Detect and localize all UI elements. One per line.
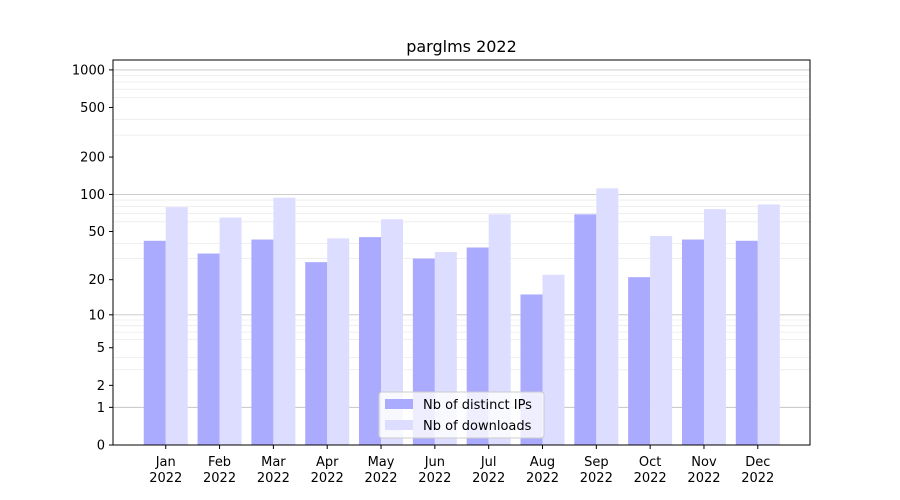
bar-downloads xyxy=(381,219,404,445)
legend: Nb of distinct IPs Nb of downloads xyxy=(378,391,545,439)
x-axis: Jan2022Feb2022Mar2022Apr2022May2022Jun20… xyxy=(149,445,774,486)
y-tick-label: 20 xyxy=(88,273,105,288)
x-tick-label-year: 2022 xyxy=(472,471,505,486)
bar-distinct-ips xyxy=(197,253,220,445)
y-tick-label: 2 xyxy=(97,379,105,394)
bar-downloads xyxy=(165,207,188,445)
y-tick-label: 1 xyxy=(97,401,105,416)
legend-box xyxy=(378,391,545,439)
bar-distinct-ips xyxy=(305,262,328,445)
x-tick-label-year: 2022 xyxy=(364,471,397,486)
x-tick-label-month: Dec xyxy=(745,455,770,470)
legend-swatch xyxy=(385,399,413,409)
bar-downloads xyxy=(757,204,780,445)
y-tick-label: 10 xyxy=(88,308,105,323)
x-tick-label-year: 2022 xyxy=(634,471,667,486)
bar-downloads xyxy=(273,197,296,445)
x-tick-label-month: Jul xyxy=(480,455,497,470)
y-tick-label: 5 xyxy=(97,341,105,356)
legend-swatch xyxy=(385,420,413,430)
y-tick-label: 50 xyxy=(88,225,105,240)
bar-downloads xyxy=(488,214,511,445)
y-tick-label: 0 xyxy=(97,439,105,454)
x-tick-label-year: 2022 xyxy=(580,471,613,486)
x-tick-label-year: 2022 xyxy=(257,471,290,486)
x-tick-label-month: Jun xyxy=(424,455,445,470)
bar-distinct-ips xyxy=(574,214,597,445)
x-tick-label-year: 2022 xyxy=(741,471,774,486)
bar-distinct-ips xyxy=(628,277,651,445)
bar-downloads xyxy=(650,235,673,445)
x-tick-label-year: 2022 xyxy=(418,471,451,486)
x-tick-label-month: Sep xyxy=(584,455,609,470)
x-tick-label-month: Feb xyxy=(208,455,231,470)
x-tick-label-month: Oct xyxy=(639,455,661,470)
bar-distinct-ips xyxy=(251,239,274,445)
bar-downloads xyxy=(596,188,619,445)
y-axis: 0 1 2 5 10 20 50 100 200 500 1000 xyxy=(72,63,113,454)
x-tick-label-year: 2022 xyxy=(687,471,720,486)
bar-downloads xyxy=(542,274,565,445)
bar-distinct-ips xyxy=(735,240,758,445)
bar-downloads xyxy=(327,238,350,445)
x-tick-label-year: 2022 xyxy=(526,471,559,486)
x-tick-label-month: Nov xyxy=(691,455,717,470)
y-tick-label: 1000 xyxy=(72,63,105,78)
bar-distinct-ips xyxy=(359,237,382,445)
x-tick-label-month: Apr xyxy=(316,455,339,470)
bar-downloads xyxy=(219,217,242,445)
y-tick-label: 200 xyxy=(80,151,105,166)
y-tick-label: 500 xyxy=(80,101,105,116)
x-tick-label-month: Aug xyxy=(530,455,555,470)
x-tick-label-month: May xyxy=(368,455,395,470)
plot-frame xyxy=(112,59,811,446)
x-tick-label-year: 2022 xyxy=(149,471,182,486)
x-tick-label-month: Jan xyxy=(155,455,176,470)
x-tick-label-month: Mar xyxy=(261,455,286,470)
bar-distinct-ips xyxy=(681,239,704,445)
chart-title: parglms 2022 xyxy=(406,37,517,56)
legend-label: Nb of distinct IPs xyxy=(423,398,532,413)
legend-label: Nb of downloads xyxy=(423,419,532,434)
x-tick-label-year: 2022 xyxy=(311,471,344,486)
y-tick-label: 100 xyxy=(80,188,105,203)
bar-downloads xyxy=(703,209,726,445)
x-tick-label-year: 2022 xyxy=(203,471,236,486)
bar-distinct-ips xyxy=(143,240,166,445)
